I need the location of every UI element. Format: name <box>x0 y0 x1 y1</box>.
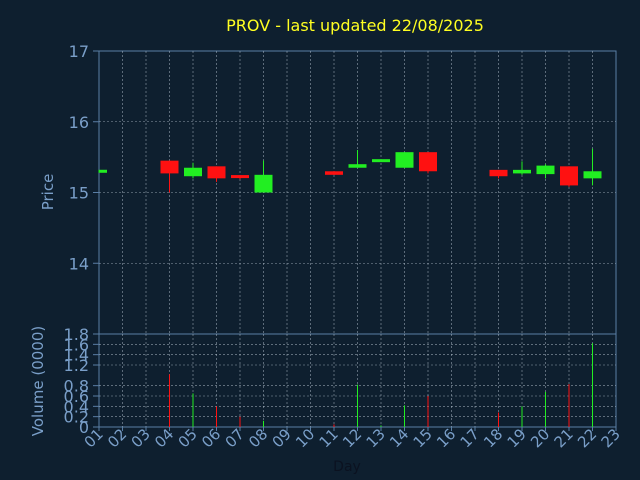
price-y-tick-label: 15 <box>69 184 89 203</box>
price-panel: 14 15 16 17 Price <box>39 42 617 335</box>
x-axis-label: Day <box>333 459 361 475</box>
price-y-tick-label: 14 <box>69 254 89 273</box>
price-y-label: Price <box>39 174 57 211</box>
volume-bar <box>192 393 194 427</box>
candle-body <box>207 166 226 179</box>
volume-bar <box>380 425 382 427</box>
volume-y-tick-label: 0.2 <box>64 408 89 427</box>
chart-title: PROV - last updated 22/08/2025 <box>226 16 484 35</box>
candle-body <box>231 175 249 179</box>
candle <box>348 150 367 168</box>
volume-y-tick-label: 1.6 <box>64 335 89 354</box>
volume-y-ticks: 00.20.40.60.8 1.21.41.61.8 <box>64 325 99 437</box>
candle <box>419 152 437 174</box>
candle <box>254 160 273 193</box>
volume-y-tick-label: 0.4 <box>64 397 89 416</box>
candle-body <box>536 165 555 175</box>
price-y-tick-label: 17 <box>69 42 89 61</box>
candle <box>184 162 202 179</box>
volume-bar <box>521 406 523 427</box>
volume-bars <box>169 343 593 427</box>
x-tick-labels: 0102030405060708091011121314151617181920… <box>81 425 624 451</box>
price-grid <box>99 51 616 334</box>
candle-body <box>372 159 390 163</box>
volume-bar <box>263 420 264 427</box>
candle-body <box>184 167 202 177</box>
candle <box>395 152 414 168</box>
candle-body <box>325 171 343 175</box>
candle <box>160 160 179 193</box>
volume-y-tick-label: 0.8 <box>64 377 89 396</box>
price-y-tick-label: 16 <box>69 113 89 132</box>
candle <box>513 161 531 175</box>
volume-y-label: Volume (0000) <box>29 326 47 436</box>
candle-body <box>160 160 179 174</box>
candle <box>98 169 107 173</box>
candle-body <box>419 152 437 172</box>
candle-body <box>583 171 602 179</box>
candle <box>560 166 578 187</box>
candle-body <box>489 169 508 177</box>
candle <box>207 166 226 182</box>
candle-body <box>99 169 107 173</box>
candle <box>583 148 602 186</box>
candle-body <box>395 152 414 168</box>
candle <box>489 169 508 179</box>
volume-y-tick-label: 1.8 <box>64 325 89 344</box>
candle <box>372 159 390 163</box>
volume-y-tick-label: 1.2 <box>64 356 89 375</box>
volume-y-tick-label: 0 <box>79 418 89 437</box>
volume-bar <box>357 384 358 427</box>
volume-bar <box>568 384 570 427</box>
volume-bar <box>545 391 546 427</box>
candle-body <box>560 166 578 186</box>
price-y-ticks: 14 15 16 17 <box>69 42 99 273</box>
volume-bar <box>333 424 335 427</box>
candles <box>98 148 602 193</box>
volume-bar <box>169 374 170 427</box>
candle-body <box>348 164 367 168</box>
volume-bar <box>498 412 499 427</box>
volume-bar <box>427 396 429 427</box>
candle <box>231 175 249 180</box>
volume-y-tick-label: 1.4 <box>64 346 89 365</box>
candle <box>325 171 343 175</box>
volume-bar <box>239 416 241 427</box>
volume-y-tick-label: 0.6 <box>64 387 89 406</box>
volume-bar <box>216 406 217 427</box>
volume-bar <box>404 405 405 427</box>
candle-body <box>513 169 531 174</box>
volume-bar <box>592 343 593 427</box>
candle <box>536 164 555 179</box>
candle-body <box>254 174 273 193</box>
